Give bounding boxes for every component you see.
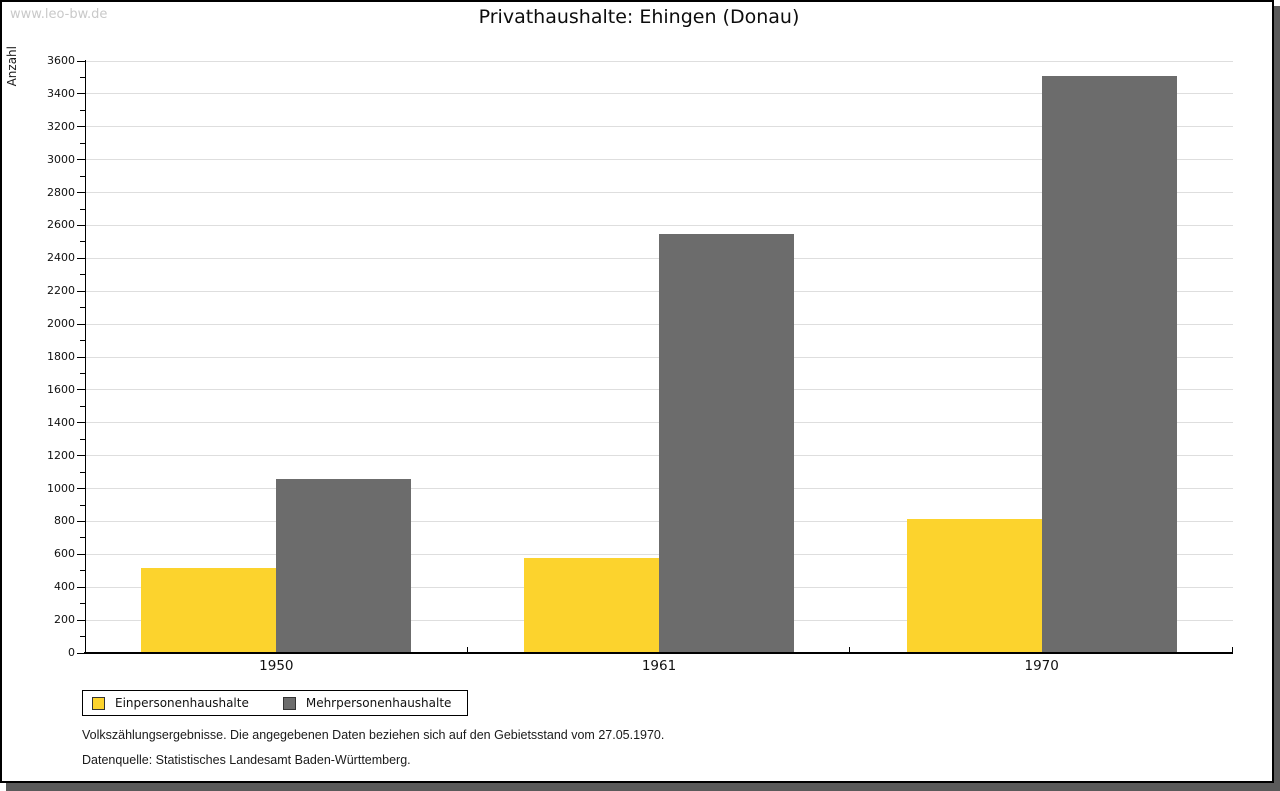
- legend-label: Mehrpersonenhaushalte: [305, 696, 452, 710]
- y-tick-minor: [80, 372, 85, 374]
- y-tick-minor: [80, 537, 85, 539]
- legend-item: Mehrpersonenhaushalte: [282, 696, 452, 710]
- y-tick-label: 1000: [47, 481, 75, 495]
- bar-1970-mehrpersonen: [1041, 75, 1177, 653]
- y-tick-label: 1200: [47, 448, 75, 462]
- y-tick-major: [77, 520, 85, 522]
- x-boundary-tick: [1232, 647, 1233, 653]
- y-tick-label: 3600: [47, 54, 75, 67]
- y-tick-major: [77, 323, 85, 325]
- y-tick-label: 0: [68, 646, 75, 659]
- legend-swatch-icon: [282, 696, 296, 710]
- y-tick-label: 200: [54, 613, 75, 627]
- y-tick-label: 2000: [47, 317, 75, 331]
- y-tick-label: 3200: [47, 119, 75, 133]
- y-tick-major: [77, 93, 85, 95]
- x-tick-label: 1970: [1024, 658, 1059, 674]
- y-axis-line: [85, 60, 86, 653]
- y-tick-major: [77, 586, 85, 588]
- y-tick-minor: [80, 109, 85, 111]
- y-tick-label: 400: [54, 580, 75, 594]
- y-tick-minor: [80, 570, 85, 572]
- y-tick-major: [77, 126, 85, 128]
- grid-line: [85, 60, 1233, 62]
- y-tick-minor: [80, 340, 85, 342]
- y-tick-major: [77, 553, 85, 555]
- bar-1950-einpersonen: [141, 568, 277, 653]
- y-tick-major: [77, 60, 85, 62]
- y-tick-minor: [80, 241, 85, 243]
- grid-line: [85, 192, 1233, 194]
- y-tick-major: [77, 389, 85, 391]
- x-boundary-tick: [466, 647, 468, 653]
- x-tick-label: 1950: [259, 658, 294, 674]
- y-tick-label: 1400: [47, 415, 75, 429]
- y-tick-label: 1600: [47, 382, 75, 396]
- y-tick-minor: [80, 438, 85, 440]
- y-tick-minor: [80, 504, 85, 506]
- y-tick-label: 600: [54, 547, 75, 561]
- y-tick-minor: [80, 603, 85, 605]
- y-tick-minor: [80, 636, 85, 638]
- legend-item: Einpersonenhaushalte: [92, 696, 249, 710]
- y-tick-major: [77, 619, 85, 621]
- y-tick-major: [77, 257, 85, 259]
- y-tick-major: [77, 290, 85, 292]
- y-tick-minor: [80, 307, 85, 309]
- y-tick-minor: [80, 471, 85, 473]
- chart-title: Privathaushalte: Ehingen (Donau): [478, 6, 800, 28]
- y-tick-major: [77, 422, 85, 424]
- y-tick-major: [77, 192, 85, 194]
- legend: Einpersonenhaushalte Mehrpersonenhaushalt…: [82, 690, 469, 716]
- legend-swatch-icon: [92, 696, 105, 710]
- y-tick-label: 3400: [47, 86, 75, 100]
- bar-1961-einpersonen: [524, 557, 659, 653]
- x-tick-label: 1961: [641, 658, 677, 674]
- grid-line: [85, 159, 1233, 161]
- y-tick-minor: [80, 142, 85, 144]
- y-tick-label: 800: [54, 514, 75, 528]
- y-tick-minor: [80, 175, 85, 177]
- y-tick-label: 1800: [47, 350, 75, 363]
- x-boundary-tick: [849, 647, 851, 653]
- y-tick-minor: [80, 405, 85, 407]
- y-tick-minor: [80, 274, 85, 276]
- y-tick-major: [77, 356, 85, 358]
- grid-line: [85, 224, 1233, 226]
- footer-note: Volkszählungsergebnisse. Die angegebenen…: [82, 728, 665, 742]
- footer-source: Datenquelle: Statistisches Landesamt Bad…: [82, 753, 411, 767]
- y-tick-label: 2200: [47, 284, 75, 298]
- x-axis-line: [84, 652, 1233, 654]
- y-tick-major: [77, 224, 85, 226]
- y-tick-major: [77, 455, 85, 457]
- watermark: www.leo-bw.de: [10, 7, 108, 22]
- grid-line: [85, 93, 1233, 95]
- grid-line: [85, 126, 1233, 128]
- y-tick-major: [77, 488, 85, 490]
- y-axis-title: Anzahl: [5, 46, 19, 87]
- frame-shadow-bottom: [6, 783, 1280, 791]
- bar-1961-mehrpersonen: [659, 233, 794, 653]
- y-tick-label: 2800: [47, 185, 75, 199]
- y-tick-label: 3000: [47, 152, 75, 166]
- y-tick-label: 2600: [47, 218, 75, 232]
- frame-shadow-right: [1274, 6, 1280, 791]
- y-tick-minor: [80, 208, 85, 210]
- y-tick-major: [77, 652, 85, 654]
- legend-label: Einpersonenhaushalte: [115, 696, 249, 710]
- y-tick-major: [77, 159, 85, 161]
- y-tick-minor: [80, 76, 85, 78]
- bar-1970-einpersonen: [906, 518, 1042, 653]
- plot-area: 0 200 400 600 800 1000 1200 1400 1600 1800 2000 220…: [47, 54, 1233, 674]
- bar-1950-mehrpersonen: [276, 478, 412, 653]
- y-tick-label: 2400: [47, 251, 75, 265]
